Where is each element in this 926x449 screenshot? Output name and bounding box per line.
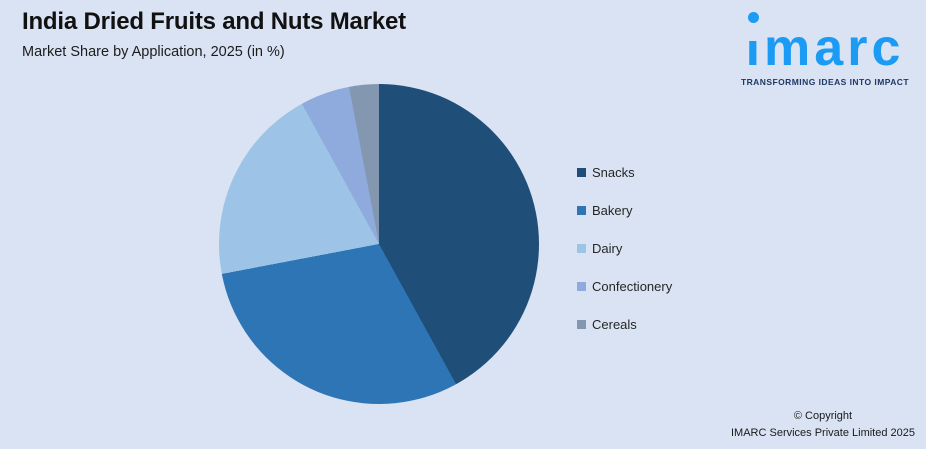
legend-swatch-snacks (577, 167, 586, 177)
legend-item-cereals: Cereals (577, 315, 672, 333)
legend-item-dairy: Dairy (577, 239, 672, 257)
legend-label: Snacks (592, 164, 635, 180)
page-title: India Dried Fruits and Nuts Market (22, 8, 406, 35)
legend: Snacks Bakery Dairy Confectionery Cereal… (577, 163, 672, 353)
legend-swatch-confectionery (577, 281, 586, 291)
legend-label: Confectionery (592, 278, 673, 294)
legend-label: Dairy (592, 240, 623, 256)
imarc-logo: imarc TRANSFORMING IDEAS INTO IMPACT (732, 6, 918, 87)
logo-tagline: TRANSFORMING IDEAS INTO IMPACT (740, 77, 910, 87)
copyright-notice: © Copyright IMARC Services Private Limit… (731, 408, 915, 442)
legend-swatch-cereals (577, 319, 586, 329)
legend-item-snacks: Snacks (577, 163, 672, 181)
page-subtitle: Market Share by Application, 2025 (in %) (22, 44, 285, 60)
logo-i-dot-cover (745, 22, 760, 41)
legend-swatch-dairy (577, 243, 586, 253)
brand-wordmark: imarc (745, 19, 905, 77)
legend-label: Cereals (592, 316, 637, 332)
legend-item-confectionery: Confectionery (577, 277, 672, 295)
copyright-line1: © Copyright (793, 409, 853, 422)
pie-chart (219, 84, 539, 404)
brand-text: imarc (745, 12, 905, 77)
legend-item-bakery: Bakery (577, 201, 672, 219)
copyright-line2: IMARC Services Private Limited 2025 (730, 426, 915, 439)
legend-swatch-bakery (577, 205, 586, 215)
logo-i-dot-icon (747, 12, 759, 23)
legend-label: Bakery (592, 202, 633, 218)
